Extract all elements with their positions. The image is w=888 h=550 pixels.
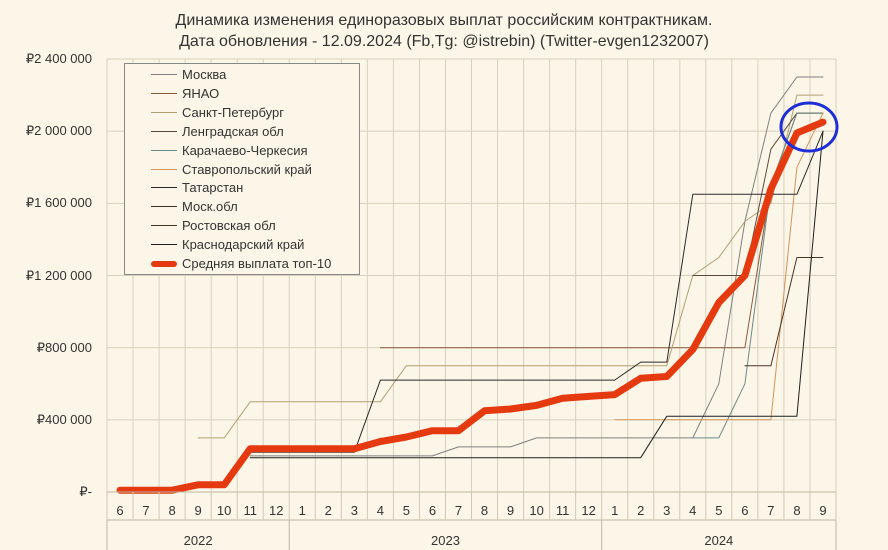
year-label: 2022	[183, 533, 213, 548]
y-tick-label: ₽400 000	[36, 411, 92, 427]
legend-item: Москва	[125, 66, 359, 84]
legend-swatch	[151, 74, 177, 75]
x-axis	[106, 491, 837, 550]
x-tick-label: 3	[350, 503, 358, 518]
chart-subtitle: Дата обновления - 12.09.2024 (Fb,Tg: @is…	[179, 33, 709, 50]
legend-swatch	[151, 92, 177, 94]
x-tick-label: 12	[268, 503, 284, 518]
legend-swatch	[151, 111, 177, 113]
highlight-circle	[779, 101, 839, 153]
legend-item: ЯНАО	[125, 85, 359, 103]
x-tick-label: 6	[428, 503, 437, 518]
x-tick-label: 9	[506, 503, 515, 518]
legend-label: Москва	[182, 67, 227, 82]
y-tick-label: ₽1 200 000	[25, 267, 92, 283]
series-line-5	[614, 112, 824, 421]
x-tick-label: 12	[581, 503, 596, 518]
x-tick-label: 10	[529, 503, 544, 518]
legend-swatch	[151, 225, 177, 227]
x-tick-label: 11	[243, 503, 257, 518]
year-label: 2024	[704, 533, 734, 548]
x-tick-label: 8	[480, 503, 489, 518]
legend-label: ЯНАО	[182, 85, 220, 101]
x-tick-label: 3	[663, 503, 671, 518]
legend-label: Краснодарский край	[182, 237, 305, 253]
series-line-2	[197, 94, 824, 439]
legend-label: Ростовская обл	[182, 218, 276, 234]
legend-swatch	[151, 206, 177, 208]
series-line-8	[744, 257, 824, 367]
x-tick-label: 7	[454, 503, 463, 518]
x-tick-label: 5	[402, 503, 411, 518]
legend-label: Санкт-Петербург	[182, 104, 284, 120]
legend-label: Моск.обл	[182, 199, 238, 215]
legend-item: Ленградская обл	[125, 123, 359, 141]
x-tick-label: 7	[767, 503, 775, 518]
legend-label: Средняя выплата топ-10	[182, 256, 332, 271]
x-tick-label: 9	[194, 503, 202, 518]
x-tick-label: 4	[376, 503, 384, 518]
legend: Москва ЯНАО Санкт-Петербург Ленградская обл…	[124, 63, 360, 275]
legend-swatch	[151, 168, 177, 170]
series-line-4	[692, 112, 824, 439]
x-tick-label: 7	[142, 503, 150, 518]
series-line-10	[116, 118, 827, 494]
series-line-6	[249, 130, 824, 453]
legend-label: Карачаево-Черкесия	[182, 142, 308, 158]
legend-swatch	[151, 149, 177, 151]
chart-title: Динамика изменения единоразовых выплат р…	[175, 12, 713, 29]
legend-item: Санкт-Петербург	[125, 104, 359, 122]
legend-item: Ростовская обл	[125, 217, 359, 235]
x-tick-label: 1	[298, 503, 306, 518]
legend-label: Ленградская обл	[182, 123, 284, 139]
x-tick-label: 6	[741, 503, 749, 518]
series-line-0	[249, 76, 824, 457]
legend-label: Ставропольский край	[182, 161, 312, 177]
legend-item: Татарстан	[125, 179, 359, 197]
x-tick-label: 6	[116, 503, 124, 518]
legend-item: Моск.обл	[125, 198, 359, 216]
x-tick-label: 8	[793, 503, 801, 518]
x-tick-label: 9	[819, 503, 827, 518]
x-tick-label: 2	[637, 503, 645, 518]
legend-swatch	[151, 261, 177, 267]
legend-item: Средняя выплата топ-10	[125, 255, 359, 273]
x-tick-label: 8	[168, 503, 176, 518]
series-lines	[116, 76, 827, 494]
y-tick-label: ₽1 600 000	[25, 195, 92, 211]
legend-swatch	[151, 130, 177, 132]
x-tick-label: 11	[555, 503, 570, 518]
legend-item: Ставропольский край	[125, 161, 359, 179]
x-tick-label: 4	[689, 503, 697, 518]
x-tick-label: 2	[324, 503, 332, 518]
legend-swatch	[151, 244, 177, 246]
year-label: 2023	[431, 533, 460, 548]
y-tick-label: ₽800 000	[36, 339, 92, 355]
legend-item: Карачаево-Черкесия	[125, 142, 359, 160]
x-tick-label: 1	[611, 503, 619, 518]
legend-label: Татарстан	[182, 180, 244, 196]
legend-item: Краснодарский край	[125, 236, 359, 254]
y-tick-label: ₽2 000 000	[25, 123, 92, 139]
y-tick-label: ₽-	[79, 484, 92, 499]
x-tick-label: 5	[715, 503, 723, 518]
y-tick-label: ₽2 400 000	[25, 51, 92, 66]
series-line-1	[379, 112, 824, 349]
series-line-9	[249, 130, 824, 459]
x-tick-label: 10	[216, 503, 232, 518]
legend-swatch	[151, 187, 177, 189]
